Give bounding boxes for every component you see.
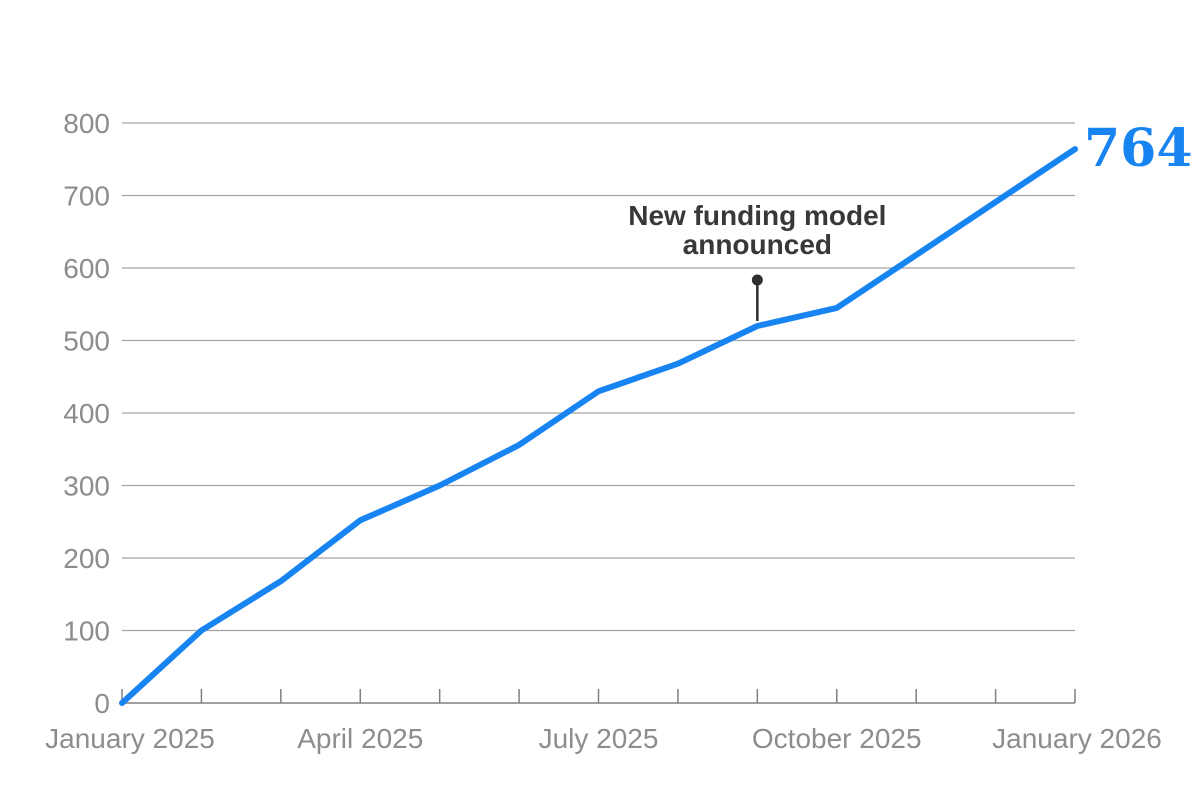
annotation-line2: announced	[682, 229, 832, 260]
data-line	[119, 146, 1078, 706]
y-axis-label: 300	[63, 471, 110, 502]
x-axis-label: April 2025	[297, 723, 423, 754]
y-axis-label: 800	[63, 108, 110, 139]
y-axis-label: 700	[63, 181, 110, 212]
annotation-line1: New funding model	[628, 200, 887, 231]
y-axis-label: 200	[63, 543, 110, 574]
annotation-pin-dot	[751, 274, 763, 286]
y-axis-label: 600	[63, 253, 110, 284]
x-axis-label: January 2026	[992, 723, 1162, 754]
x-axis-label: January 2025	[45, 723, 215, 754]
y-axis-label: 500	[63, 326, 110, 357]
chart-annotation: New funding model announced	[628, 201, 886, 259]
x-axis-label: July 2025	[539, 723, 659, 754]
y-axis-label: 100	[63, 616, 110, 647]
x-axis-label: October 2025	[752, 723, 922, 754]
y-axis-label: 400	[63, 398, 110, 429]
y-axis-label: 0	[94, 688, 110, 719]
end-value-label: 764	[1084, 118, 1193, 180]
